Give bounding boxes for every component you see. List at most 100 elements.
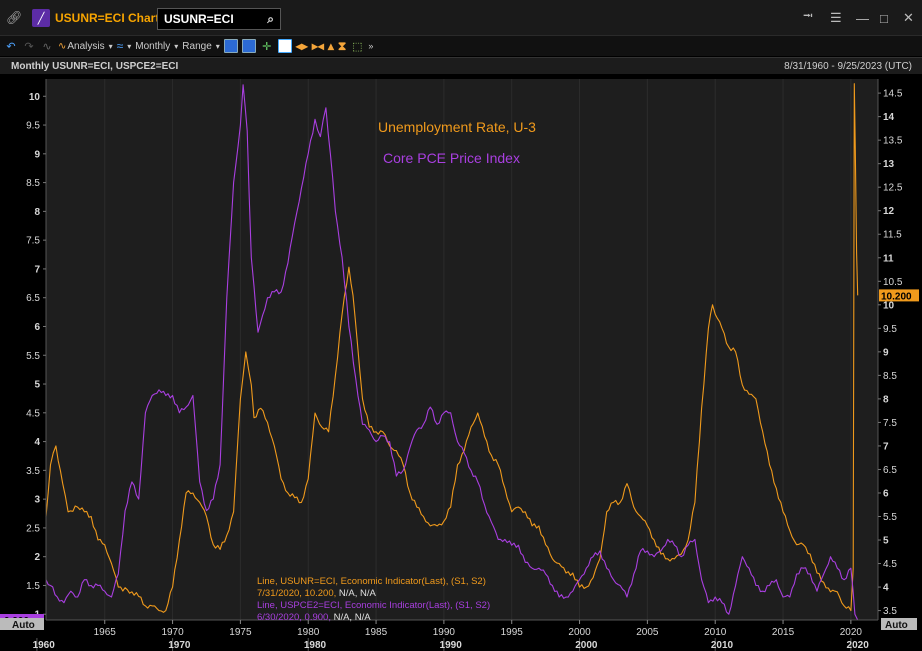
legend-entry: Core PCE Price Index bbox=[383, 150, 520, 166]
x-tick-label: 1985 bbox=[365, 627, 388, 638]
x-tick-label: 1970 bbox=[161, 627, 184, 638]
right-tick-label: 13 bbox=[883, 159, 895, 170]
chevron-down-icon: ▾ bbox=[108, 41, 113, 51]
chevron-down-icon: ▾ bbox=[174, 41, 179, 51]
right-tick-label: 11 bbox=[883, 253, 894, 264]
compare-icon[interactable] bbox=[241, 39, 256, 53]
line-style-icon[interactable]: ∿ bbox=[42, 40, 52, 53]
decade-label: 1960 bbox=[33, 640, 56, 651]
maximize-icon[interactable]: □ bbox=[880, 10, 888, 26]
right-tick-label: 14 bbox=[883, 112, 895, 123]
fit-horizontal-icon[interactable]: ▸◂ bbox=[311, 39, 324, 53]
annotate-icon[interactable] bbox=[277, 39, 292, 53]
left-tick-label: 6 bbox=[34, 322, 40, 333]
decade-label: 1990 bbox=[440, 640, 463, 651]
left-tick-label: 2.5 bbox=[26, 523, 40, 534]
x-tick-label: 1980 bbox=[297, 627, 320, 638]
decade-label: 1980 bbox=[304, 640, 327, 651]
decade-label: 2000 bbox=[575, 640, 598, 651]
chart-header: Monthly USUNR=ECI, USPCE2=ECI 8/31/1960 … bbox=[0, 57, 922, 74]
chart-type-icon[interactable] bbox=[223, 39, 238, 53]
right-tick-label: 9 bbox=[883, 347, 889, 358]
right-tick-label: 5 bbox=[883, 536, 889, 547]
chevron-down-icon: ▾ bbox=[215, 41, 220, 51]
left-tick-label: 9 bbox=[34, 149, 40, 160]
close-icon[interactable]: ✕ bbox=[903, 10, 914, 25]
auto-scale-badge-right[interactable] bbox=[881, 618, 917, 630]
more-chevron-icon[interactable]: » bbox=[368, 41, 374, 51]
search-icon[interactable]: ⌕ bbox=[267, 11, 274, 26]
undo-icon[interactable]: ↶ bbox=[6, 40, 16, 53]
redo-icon[interactable]: ↷ bbox=[24, 40, 34, 53]
link-icon[interactable]: 🔗︎ bbox=[6, 10, 23, 25]
left-tick-label: 4.5 bbox=[26, 408, 40, 419]
x-tick-label: 2015 bbox=[772, 627, 795, 638]
x-tick-label: 1975 bbox=[229, 627, 252, 638]
chart-date-range: 8/31/1960 - 9/25/2023 (UTC) bbox=[784, 60, 912, 72]
range-menu[interactable]: Range bbox=[182, 40, 212, 52]
ticker-search-input[interactable]: USUNR=ECI ⌕ bbox=[157, 8, 281, 30]
chart-canvas[interactable]: 11.5 2 2.5 3 3.5 4 4.5 5 5.5 6 6.5 7 7.5 8 8.5 9 9.5 10 3.… bbox=[0, 74, 922, 651]
left-tick-label: 7.5 bbox=[26, 236, 40, 247]
right-tick-label: 11.5 bbox=[883, 230, 902, 241]
plot-area[interactable] bbox=[46, 79, 878, 620]
decade-label: 2010 bbox=[711, 640, 734, 651]
ticker-search-value: USUNR=ECI bbox=[164, 12, 234, 26]
left-tick-label: 8.5 bbox=[26, 178, 40, 189]
right-tick-label: 6.5 bbox=[883, 465, 897, 476]
right-tick-label: 5.5 bbox=[883, 512, 897, 523]
zoom-arrows-icon[interactable]: ◂▸ bbox=[295, 39, 308, 53]
tooltip-detail: 7/31/2020, 10.200, N/A, N/A bbox=[257, 588, 377, 599]
decade-label: 2020 bbox=[847, 640, 870, 651]
left-tick-label: 9.5 bbox=[26, 121, 40, 132]
select-icon[interactable]: ⬚ bbox=[352, 40, 363, 53]
menu-icon[interactable]: ☰ bbox=[830, 10, 842, 25]
series-line-uspce2-eci bbox=[45, 84, 859, 621]
left-tick-label: 3 bbox=[34, 495, 40, 506]
chart-toolbar: ↶ ↷ ∿ ∿ Analysis ▾ ≈ ▾ Monthly ▾ Range ▾… bbox=[0, 36, 922, 56]
left-tick-label: 3.5 bbox=[26, 466, 40, 477]
right-tick-label: 6 bbox=[883, 488, 889, 499]
right-tick-label: 8.5 bbox=[883, 371, 897, 382]
auto-scale-label-left[interactable]: Auto bbox=[12, 620, 35, 631]
zoom-vertical-icon[interactable]: ▴ bbox=[327, 39, 334, 53]
tooltip-series-line: Line, USPCE2=ECI, Economic Indicator(Las… bbox=[257, 600, 490, 611]
fit-vertical-icon[interactable]: ⧗ bbox=[337, 38, 347, 53]
tooltip-series-line: Line, USUNR=ECI, Economic Indicator(Last… bbox=[257, 576, 486, 587]
x-tick-label: 1965 bbox=[94, 627, 117, 638]
right-tick-label: 8 bbox=[883, 394, 889, 405]
analysis-menu[interactable]: Analysis bbox=[67, 40, 105, 52]
tooltip-date-value: 7/31/2020, 10.200, bbox=[257, 588, 339, 599]
tooltip-date-value: 6/30/2020, 0.900, bbox=[257, 612, 334, 623]
right-tick-label: 7.5 bbox=[883, 418, 897, 429]
chart-series-title: Monthly USUNR=ECI, USPCE2=ECI bbox=[11, 60, 179, 72]
analysis-icon: ∿ bbox=[58, 40, 67, 52]
period-menu[interactable]: Monthly bbox=[135, 40, 171, 52]
left-tick-label: 6.5 bbox=[26, 293, 40, 304]
chart-app-icon: ╱ bbox=[32, 9, 50, 27]
series-line-usunr-eci bbox=[45, 83, 859, 613]
left-tick-label: 2 bbox=[34, 552, 40, 563]
x-tick-label: 2020 bbox=[840, 627, 863, 638]
decade-label: 1970 bbox=[168, 640, 191, 651]
right-tick-label: 13.5 bbox=[883, 136, 903, 147]
left-tick-label: 1.5 bbox=[26, 581, 40, 592]
wave-icon: ≈ bbox=[116, 39, 124, 53]
right-tick-label: 4 bbox=[883, 583, 889, 594]
pin-icon[interactable]: ⭲ bbox=[803, 8, 813, 23]
right-tick-label: 14.5 bbox=[883, 89, 903, 100]
right-tick-label: 9.5 bbox=[883, 324, 897, 335]
x-tick-label: 1995 bbox=[501, 627, 524, 638]
auto-scale-label-right[interactable]: Auto bbox=[885, 620, 908, 631]
x-tick-label: 2000 bbox=[568, 627, 591, 638]
auto-scale-badge-left[interactable] bbox=[0, 618, 44, 630]
minimize-icon[interactable]: — bbox=[856, 10, 869, 26]
left-tick-label: 4 bbox=[34, 437, 40, 448]
right-tick-label: 3.5 bbox=[883, 606, 897, 617]
chevron-down-icon: ▾ bbox=[127, 41, 132, 51]
tooltip-detail: 6/30/2020, 0.900, N/A, N/A bbox=[257, 612, 371, 623]
tooltip-na-values: N/A, N/A bbox=[339, 588, 377, 599]
tooltip-na-values: N/A, N/A bbox=[334, 612, 372, 623]
crosshair-icon[interactable]: ✛ bbox=[262, 40, 272, 53]
left-tick-label: 5 bbox=[34, 380, 40, 391]
